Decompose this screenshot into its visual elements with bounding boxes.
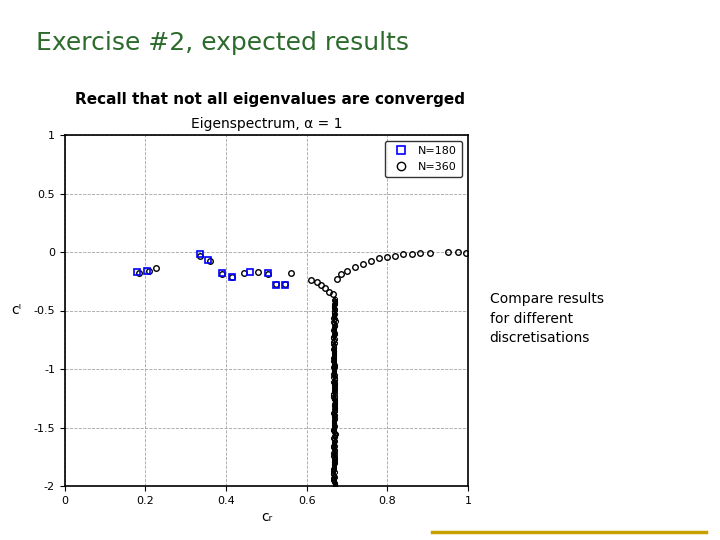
X-axis label: cᵣ: cᵣ [261,510,272,524]
Text: Exercise #2, expected results: Exercise #2, expected results [36,31,409,55]
Y-axis label: cᴵ: cᴵ [12,303,22,318]
Text: Compare results
for different
discretisations: Compare results for different discretisa… [490,292,603,345]
Text: Recall that not all eigenvalues are converged: Recall that not all eigenvalues are conv… [75,92,465,107]
Legend: N=180, N=360: N=180, N=360 [384,140,462,177]
Title: Eigenspectrum, α = 1: Eigenspectrum, α = 1 [191,117,342,131]
